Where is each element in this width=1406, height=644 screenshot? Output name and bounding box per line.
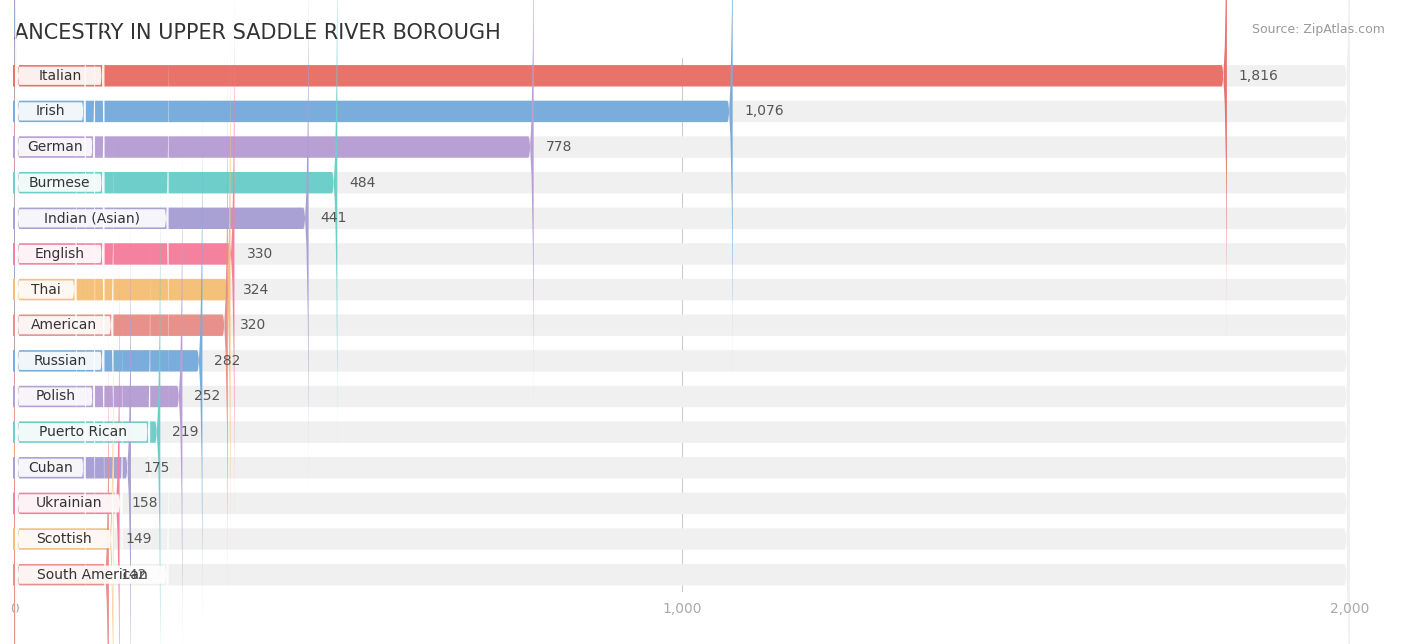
- Text: ANCESTRY IN UPPER SADDLE RIVER BOROUGH: ANCESTRY IN UPPER SADDLE RIVER BOROUGH: [14, 23, 501, 43]
- Text: Polish: Polish: [35, 390, 76, 404]
- Text: 330: 330: [246, 247, 273, 261]
- FancyBboxPatch shape: [15, 0, 104, 388]
- FancyBboxPatch shape: [14, 0, 308, 493]
- FancyBboxPatch shape: [14, 51, 1350, 600]
- Text: Scottish: Scottish: [37, 532, 93, 546]
- FancyBboxPatch shape: [14, 86, 202, 635]
- Text: German: German: [28, 140, 83, 154]
- FancyBboxPatch shape: [14, 0, 1350, 457]
- FancyBboxPatch shape: [14, 86, 1350, 635]
- FancyBboxPatch shape: [14, 15, 1350, 564]
- Text: Burmese: Burmese: [30, 176, 90, 190]
- FancyBboxPatch shape: [14, 51, 228, 600]
- FancyBboxPatch shape: [14, 193, 1350, 644]
- Text: Puerto Rican: Puerto Rican: [39, 425, 127, 439]
- FancyBboxPatch shape: [14, 158, 1350, 644]
- FancyBboxPatch shape: [14, 0, 1350, 386]
- Text: 320: 320: [240, 318, 266, 332]
- Text: 158: 158: [132, 497, 157, 511]
- Text: 252: 252: [194, 390, 221, 404]
- FancyBboxPatch shape: [14, 0, 534, 421]
- FancyBboxPatch shape: [14, 265, 1350, 644]
- FancyBboxPatch shape: [14, 15, 231, 564]
- Text: Indian (Asian): Indian (Asian): [44, 211, 141, 225]
- Text: Irish: Irish: [37, 104, 66, 118]
- Text: 324: 324: [242, 283, 269, 297]
- FancyBboxPatch shape: [14, 122, 183, 644]
- FancyBboxPatch shape: [14, 0, 733, 386]
- FancyBboxPatch shape: [14, 158, 160, 644]
- FancyBboxPatch shape: [15, 334, 114, 644]
- FancyBboxPatch shape: [15, 156, 104, 565]
- Text: 441: 441: [321, 211, 347, 225]
- Text: 282: 282: [215, 354, 240, 368]
- FancyBboxPatch shape: [15, 263, 86, 644]
- Text: 149: 149: [125, 532, 152, 546]
- FancyBboxPatch shape: [14, 229, 120, 644]
- FancyBboxPatch shape: [14, 300, 108, 644]
- Text: 1,076: 1,076: [745, 104, 785, 118]
- Text: Source: ZipAtlas.com: Source: ZipAtlas.com: [1251, 23, 1385, 35]
- Text: 142: 142: [121, 567, 148, 582]
- FancyBboxPatch shape: [15, 370, 169, 644]
- Text: Cuban: Cuban: [28, 460, 73, 475]
- FancyBboxPatch shape: [14, 0, 235, 528]
- Text: South American: South American: [37, 567, 148, 582]
- Text: 778: 778: [546, 140, 572, 154]
- Text: Russian: Russian: [34, 354, 86, 368]
- Text: Thai: Thai: [31, 283, 60, 297]
- FancyBboxPatch shape: [14, 0, 1350, 528]
- FancyBboxPatch shape: [15, 120, 114, 530]
- FancyBboxPatch shape: [15, 14, 169, 423]
- FancyBboxPatch shape: [15, 85, 77, 495]
- Text: English: English: [35, 247, 84, 261]
- FancyBboxPatch shape: [14, 0, 1350, 421]
- FancyBboxPatch shape: [14, 229, 1350, 644]
- FancyBboxPatch shape: [15, 192, 96, 601]
- Text: Italian: Italian: [38, 69, 82, 83]
- Text: 1,816: 1,816: [1239, 69, 1279, 83]
- Text: 219: 219: [173, 425, 198, 439]
- FancyBboxPatch shape: [15, 0, 96, 352]
- FancyBboxPatch shape: [14, 0, 337, 457]
- FancyBboxPatch shape: [15, 49, 104, 459]
- Text: 484: 484: [349, 176, 375, 190]
- FancyBboxPatch shape: [14, 300, 1350, 644]
- FancyBboxPatch shape: [14, 265, 114, 644]
- Text: Ukrainian: Ukrainian: [35, 497, 103, 511]
- FancyBboxPatch shape: [15, 299, 122, 644]
- Text: American: American: [31, 318, 97, 332]
- FancyBboxPatch shape: [14, 0, 1350, 350]
- FancyBboxPatch shape: [14, 0, 1350, 493]
- FancyBboxPatch shape: [15, 0, 104, 281]
- FancyBboxPatch shape: [14, 193, 131, 644]
- FancyBboxPatch shape: [15, 0, 86, 316]
- FancyBboxPatch shape: [15, 227, 150, 637]
- FancyBboxPatch shape: [14, 0, 1227, 350]
- Text: 175: 175: [143, 460, 169, 475]
- FancyBboxPatch shape: [14, 122, 1350, 644]
